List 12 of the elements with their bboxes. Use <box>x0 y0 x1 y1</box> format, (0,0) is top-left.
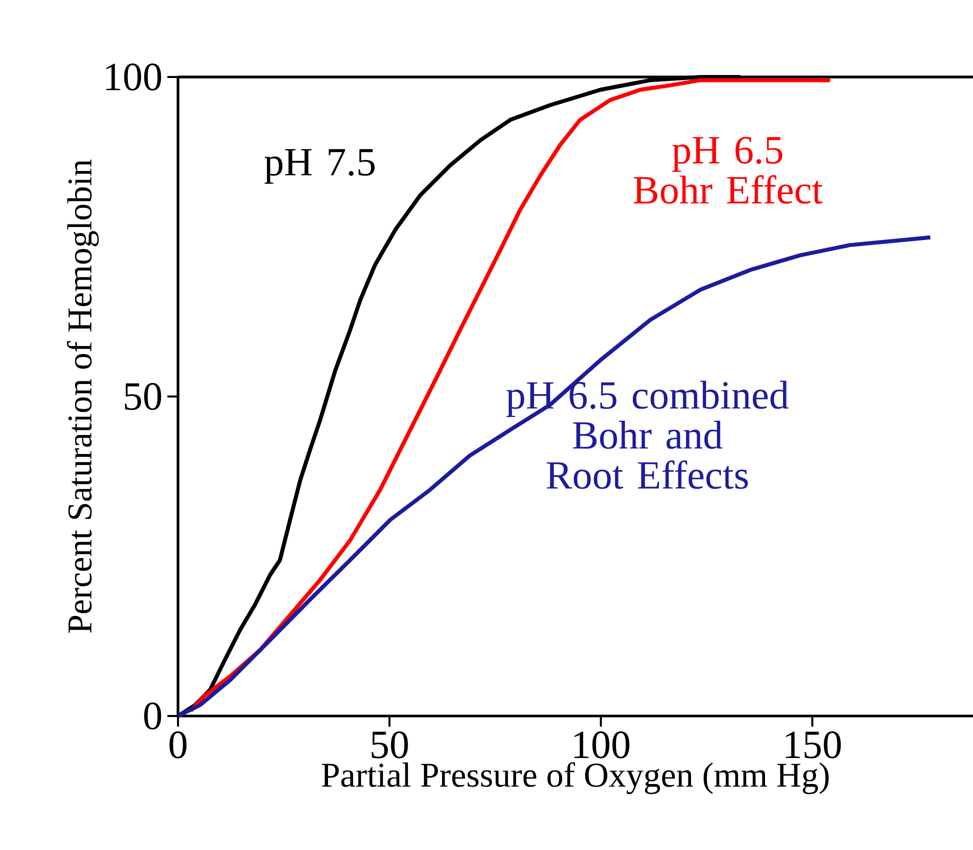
series-label: pH 6.5 Bohr Effect <box>634 136 823 204</box>
y-tick-label: 0 <box>144 702 162 730</box>
y-axis-title: Percent Saturation of Hemoglobin <box>66 160 99 633</box>
series-label: pH 6.5 combined Bohr and Root Effects <box>506 380 789 489</box>
x-tick-label: 150 <box>786 731 841 758</box>
x-tick-label: 0 <box>170 731 186 758</box>
x-axis-title: Partial Pressure of Oxygen (mm Hg) <box>322 762 829 794</box>
series-label: pH 7.5 <box>264 149 375 184</box>
y-tick-label: 100 <box>106 64 162 90</box>
x-tick-label: 100 <box>574 731 630 758</box>
y-tick-label: 50 <box>124 383 162 410</box>
x-tick-label: 50 <box>372 731 408 758</box>
